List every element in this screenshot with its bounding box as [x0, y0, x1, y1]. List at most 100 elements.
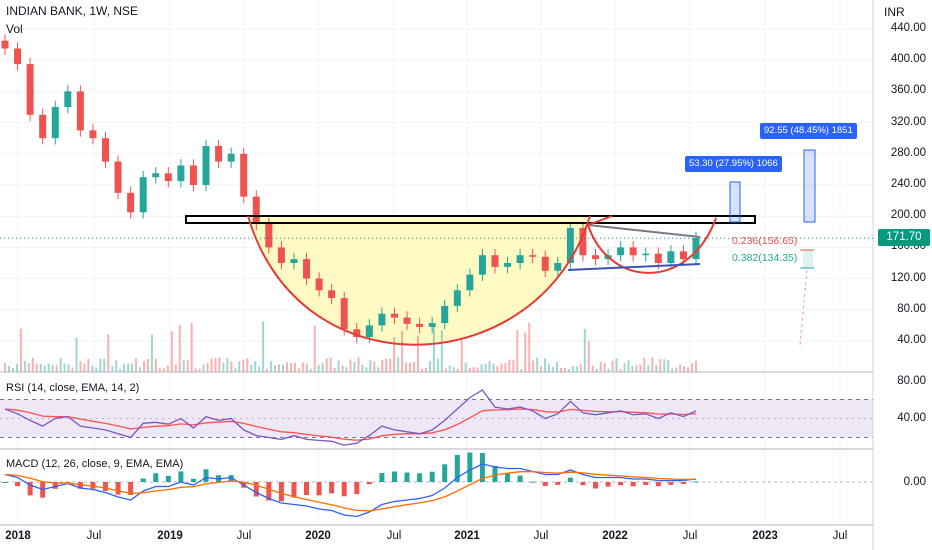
volume-bar [389, 358, 392, 372]
volume-bar [651, 357, 654, 372]
volume-bar [393, 337, 396, 372]
volume-bar [119, 368, 122, 372]
volume-bar [647, 365, 650, 372]
axes [0, 0, 874, 550]
candle-body [164, 173, 172, 182]
volume-bar [567, 368, 570, 372]
rsi-pane [0, 389, 873, 446]
macd-histogram-bar [630, 482, 636, 487]
macd-histogram-bar [115, 482, 121, 495]
volume-bar [131, 363, 134, 372]
price-tick: 240.00 [890, 178, 926, 190]
handle-curve [587, 217, 717, 274]
time-tick: 2022 [602, 530, 628, 542]
volume-bar [281, 364, 284, 372]
price-tick: 120.00 [890, 271, 926, 284]
volume-bar [226, 358, 229, 372]
volume-bar [337, 360, 340, 372]
candle-body [202, 146, 210, 185]
macd-histogram-bar [178, 471, 184, 482]
measure-box-1[interactable]: 53.30 (27.95%) 1066 [685, 156, 782, 172]
price-tick: 400.00 [890, 53, 926, 66]
macd-label[interactable]: MACD (12, 26, close, 9, EMA, EMA) [6, 458, 184, 470]
volume-bar [385, 358, 388, 372]
volume-bar [587, 340, 590, 372]
cup-lip [587, 215, 613, 226]
volume-bar [484, 363, 487, 372]
volume-bar [559, 367, 562, 372]
volume-bar [194, 368, 197, 372]
volume-bar [349, 359, 352, 372]
candle-body [579, 227, 587, 256]
candle-body [26, 64, 34, 115]
volume-bar [115, 360, 118, 372]
volume-bar [428, 360, 431, 372]
candle-body [340, 298, 348, 330]
macd-histogram-bar [618, 482, 624, 486]
volume-bar [591, 365, 594, 372]
volume-bar [63, 363, 66, 372]
price-tick: 200.00 [890, 209, 926, 222]
volume-bar [7, 366, 10, 372]
volume-bar [305, 364, 308, 372]
candle-body [453, 290, 461, 306]
volume-bar [544, 358, 547, 372]
volume-bar [659, 359, 662, 372]
volume-bar [59, 357, 62, 372]
candle-body [114, 161, 122, 193]
volume-bar [35, 363, 38, 372]
macd-histogram-bar [505, 472, 511, 482]
volume-bar [47, 363, 50, 372]
candle-body [127, 192, 135, 213]
candle-body [353, 329, 361, 338]
volume-bar [405, 363, 408, 372]
candle-body [89, 130, 97, 139]
volume-bar [186, 360, 189, 372]
volume-bar [607, 368, 610, 372]
volume-bar [127, 363, 130, 372]
volume-label[interactable]: Vol [6, 22, 23, 36]
macd-histogram-bar [90, 482, 96, 489]
volume-bar [333, 367, 336, 372]
volume-bar [198, 368, 201, 372]
volume-bar [87, 358, 90, 372]
candle-body [177, 165, 185, 182]
fib-label-0236: 0.236(156.65) [732, 235, 798, 247]
volume-bar [218, 357, 221, 372]
volume-bar [329, 357, 332, 372]
volume-bar [75, 337, 78, 372]
volume-bar [162, 368, 165, 372]
symbol-title[interactable]: INDIAN BANK, 1W, NSE [6, 4, 139, 18]
candle-body [692, 238, 700, 260]
macd-histogram-bar [341, 482, 347, 497]
macd-histogram-bar [655, 482, 661, 487]
volume-bar [123, 363, 126, 372]
volume-bar [266, 368, 269, 372]
candle-body [478, 255, 486, 275]
volume-bar [246, 358, 249, 372]
rsi-label[interactable]: RSI (14, close, EMA, 14, 2) [6, 382, 140, 394]
macd-histogram-bar [329, 482, 335, 494]
volume-bar [43, 365, 46, 372]
volume-bar [250, 364, 253, 372]
volume-bar [397, 357, 400, 372]
volume-bar [238, 361, 241, 372]
macd-histogram-bar [442, 464, 448, 482]
volume-bar [258, 366, 261, 372]
candle-body [390, 313, 398, 318]
time-tick: Jul [832, 530, 848, 542]
volume-bar [91, 365, 94, 372]
volume-bar [146, 359, 149, 372]
candle-body [51, 107, 59, 139]
volume-bar [278, 364, 281, 372]
volume-bar [182, 360, 185, 372]
volume-bars [4, 321, 697, 372]
volume-bar [639, 364, 642, 372]
volume-bar [150, 334, 153, 372]
measure-box-2[interactable]: 92.55 (48.45%) 1851 [760, 123, 857, 139]
macd-histogram-bar [266, 482, 272, 501]
time-tick: 2021 [454, 530, 480, 542]
macd-histogram-bar [228, 475, 234, 482]
